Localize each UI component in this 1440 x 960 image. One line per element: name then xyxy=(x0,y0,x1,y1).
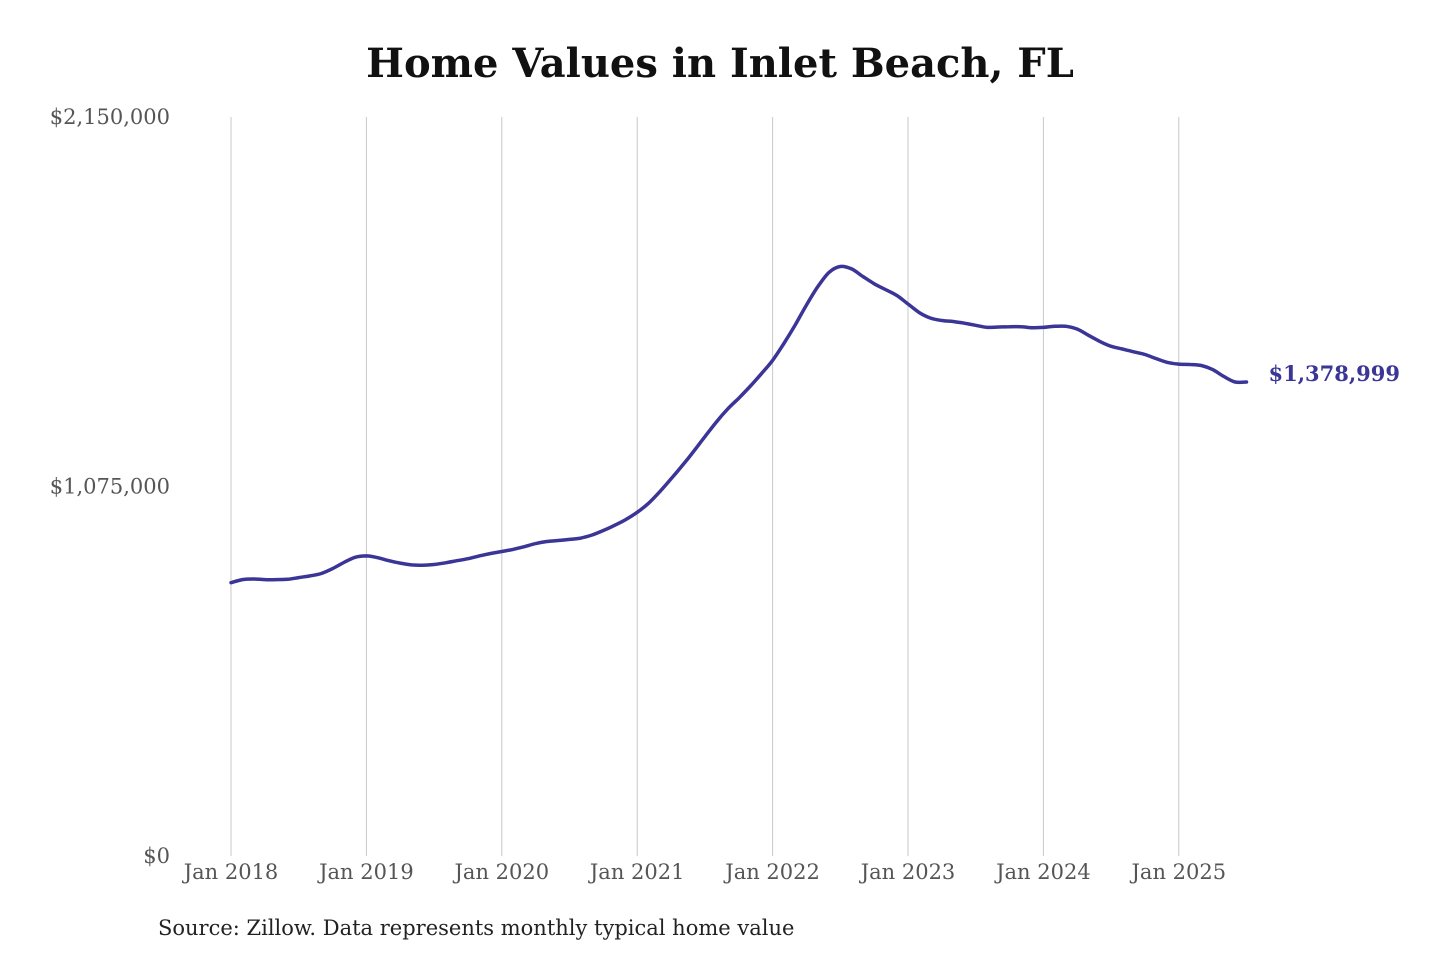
chart-title: Home Values in Inlet Beach, FL xyxy=(366,40,1074,87)
x-tick-label: Jan 2025 xyxy=(1130,860,1227,884)
home-value-line xyxy=(229,264,1249,585)
source-note: Source: Zillow. Data represents monthly … xyxy=(158,916,795,940)
x-tick-label: Jan 2022 xyxy=(723,860,820,884)
x-tick-label: Jan 2023 xyxy=(859,860,956,884)
y-tick-label: $2,150,000 xyxy=(50,105,170,129)
x-tick-label: Jan 2020 xyxy=(453,860,550,884)
y-tick-label: $1,075,000 xyxy=(50,475,170,499)
x-tick-label: Jan 2018 xyxy=(182,860,279,884)
x-tick-label: Jan 2019 xyxy=(317,860,414,884)
x-tick-label: Jan 2021 xyxy=(588,860,685,884)
end-value-label: $1,378,999 xyxy=(1269,361,1401,386)
y-tick-label: $0 xyxy=(143,844,170,868)
x-tick-label: Jan 2024 xyxy=(994,860,1091,884)
